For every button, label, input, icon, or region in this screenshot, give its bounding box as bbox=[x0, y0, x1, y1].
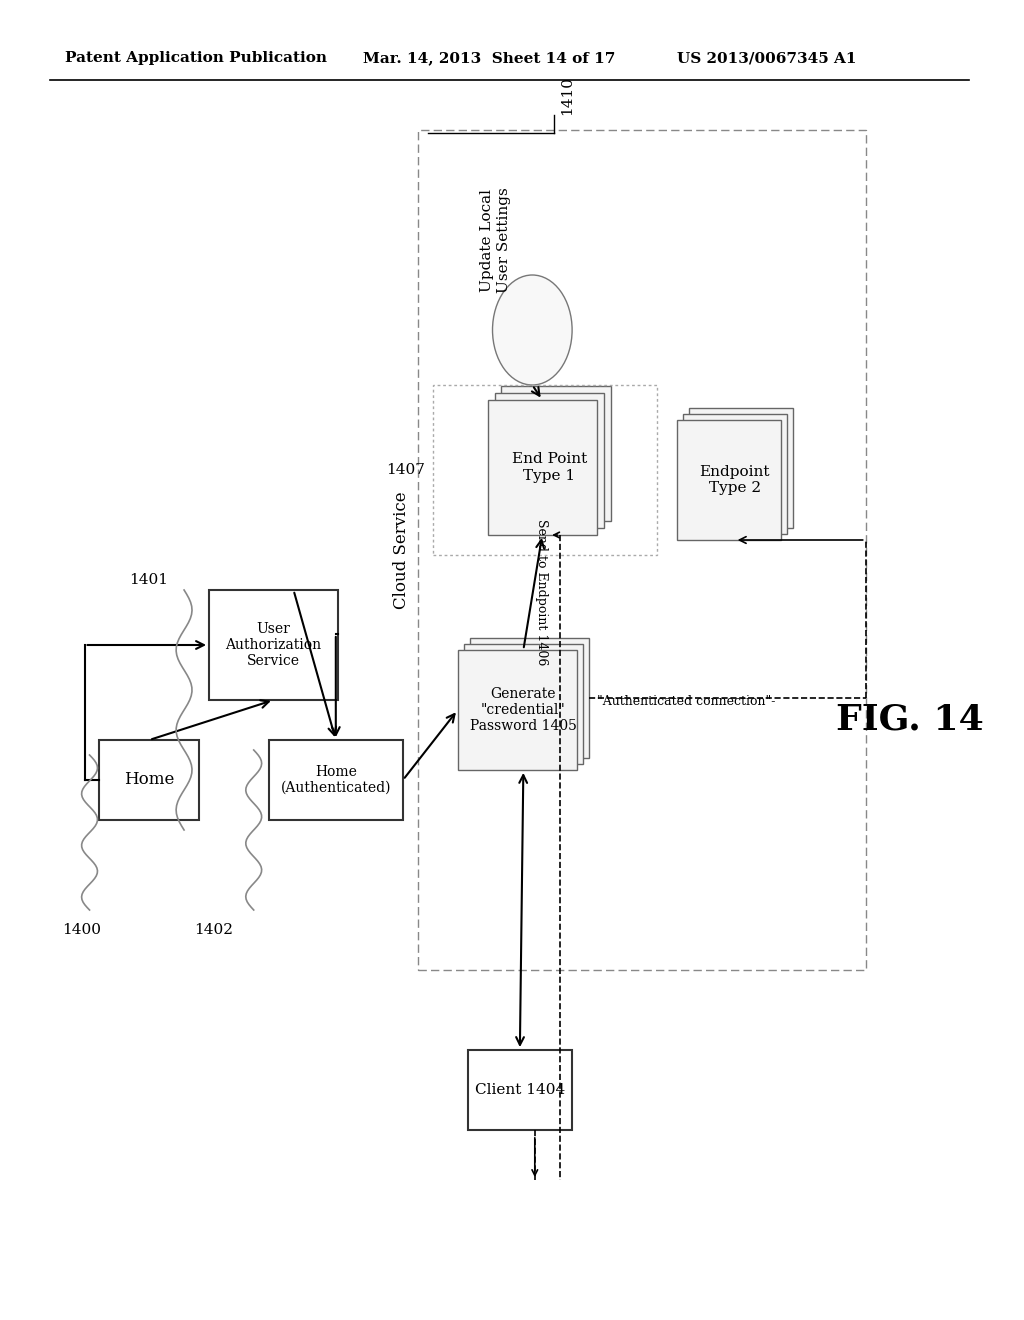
Text: 1400: 1400 bbox=[61, 923, 100, 937]
Text: Patent Application Publication: Patent Application Publication bbox=[65, 51, 327, 65]
Bar bbox=[433, 385, 656, 554]
Ellipse shape bbox=[493, 275, 572, 385]
Bar bbox=[677, 420, 781, 540]
Text: 1401: 1401 bbox=[129, 573, 168, 587]
Bar bbox=[209, 590, 338, 700]
Text: "Authenticated connection"-: "Authenticated connection"- bbox=[597, 696, 775, 708]
Text: End Point
Type 1: End Point Type 1 bbox=[512, 453, 587, 483]
Text: Cloud Service: Cloud Service bbox=[393, 491, 410, 609]
Text: Home: Home bbox=[124, 771, 174, 788]
Text: User
Authorization
Service: User Authorization Service bbox=[225, 622, 322, 668]
Bar bbox=[464, 644, 583, 764]
Text: Client 1404: Client 1404 bbox=[475, 1082, 565, 1097]
Bar bbox=[487, 400, 597, 535]
Text: Send to Endpoint 1406: Send to Endpoint 1406 bbox=[536, 519, 548, 665]
Bar bbox=[502, 385, 611, 521]
Text: Mar. 14, 2013  Sheet 14 of 17: Mar. 14, 2013 Sheet 14 of 17 bbox=[364, 51, 615, 65]
Text: 1410: 1410 bbox=[560, 77, 574, 115]
Text: 1402: 1402 bbox=[194, 923, 233, 937]
Bar bbox=[688, 408, 793, 528]
Text: US 2013/0067345 A1: US 2013/0067345 A1 bbox=[677, 51, 856, 65]
Bar bbox=[99, 741, 199, 820]
Text: Generate
"credential"
Password 1405: Generate "credential" Password 1405 bbox=[470, 686, 577, 733]
Text: Endpoint
Type 2: Endpoint Type 2 bbox=[699, 465, 770, 495]
Text: 1407: 1407 bbox=[386, 463, 425, 477]
Text: FIG. 14: FIG. 14 bbox=[836, 704, 983, 737]
Bar bbox=[268, 741, 403, 820]
Bar bbox=[470, 638, 589, 758]
Bar bbox=[683, 414, 787, 535]
Bar bbox=[495, 393, 604, 528]
Text: Update Local
User Settings: Update Local User Settings bbox=[480, 187, 511, 293]
Bar bbox=[458, 649, 578, 770]
Text: Home
(Authenticated): Home (Authenticated) bbox=[281, 764, 391, 795]
Bar bbox=[418, 129, 865, 970]
Bar bbox=[468, 1049, 572, 1130]
